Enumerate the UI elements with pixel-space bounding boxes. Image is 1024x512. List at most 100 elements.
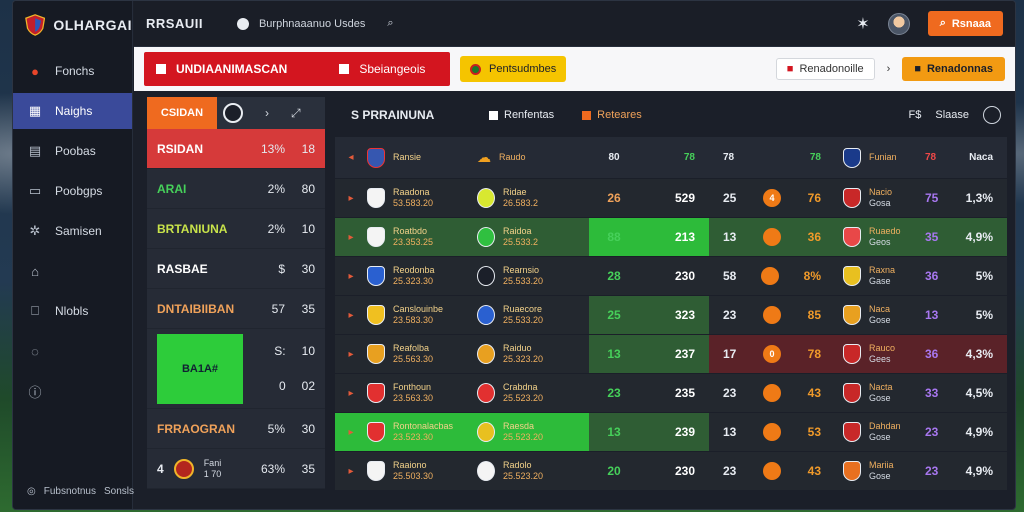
sidebar-item[interactable]: ⎕ Nlobls bbox=[13, 293, 132, 329]
fixture-row[interactable]: ▸ Reodonba 25.323.30 Rearnsio 25.533.20 28 230… bbox=[335, 257, 1007, 296]
sidebar-item-label: Fonchs bbox=[55, 64, 95, 78]
score-a: 20 bbox=[607, 464, 621, 478]
expand-icon[interactable]: ⤢ bbox=[291, 105, 301, 120]
mid-value: 23 bbox=[723, 308, 737, 322]
fixture-row[interactable]: ▸ Raaiono 25.503.30 Radolo 25.523.20 20 230 23 4… bbox=[335, 452, 1007, 491]
circle-icon[interactable] bbox=[223, 103, 243, 123]
away-stat-1: 23 bbox=[925, 464, 939, 478]
sidebar-item[interactable]: ▭ Poobgps bbox=[13, 173, 132, 209]
ranking-row[interactable]: RASBAE $30 bbox=[147, 249, 325, 289]
banner-orange-button[interactable]: ■ Renadonnas bbox=[902, 57, 1005, 81]
ranking-row-featured[interactable]: BA1A# S: 10 0 02 bbox=[147, 329, 325, 409]
crest-icon bbox=[477, 188, 495, 208]
team-value: 80 bbox=[301, 181, 315, 196]
footer-left-link[interactable]: Fubsnotnus bbox=[43, 486, 96, 497]
away-title: Nacta bbox=[869, 382, 893, 392]
away-title: Mariia bbox=[869, 460, 894, 470]
fixtures-title: S PRRAINUNA bbox=[351, 108, 435, 122]
ranking-row[interactable]: 4 Fani 1 70 63% 35 bbox=[147, 449, 325, 489]
away-block: Rauco Gees bbox=[835, 335, 917, 373]
fixture-row[interactable]: ▸ Fonthoun 23.563.30 Crabdna 25.523.20 23 235 2… bbox=[335, 374, 1007, 413]
home-team: Reodonba 25.323.30 bbox=[367, 257, 477, 295]
away-title: Nacio bbox=[869, 187, 893, 197]
banner-red-block[interactable]: UNDIAANIMASCAN Sbeiangeois bbox=[144, 52, 450, 86]
ranking-row[interactable]: DNTAIBIIBAN 57 35 bbox=[147, 289, 325, 329]
away-stats: 35 4,9% bbox=[917, 218, 1007, 256]
chevron-right-icon[interactable]: › bbox=[265, 106, 269, 120]
cloud-icon: ☁ bbox=[477, 149, 491, 165]
badge-icon bbox=[470, 63, 481, 75]
away-name: Ruaedo Geos bbox=[869, 226, 901, 248]
match-mid: 23 85 bbox=[709, 296, 835, 334]
fixture-row[interactable]: ▸ Raadona 53.583.20 Ridae 26.583.2 26 529 25 4 76… bbox=[335, 179, 1007, 218]
team-value: 35 bbox=[301, 301, 315, 316]
sidebar-item[interactable]: ◌ bbox=[13, 333, 132, 369]
ranking-row[interactable]: ARAI 2% 80 bbox=[147, 169, 325, 209]
sidebar-item[interactable]: ⌂ bbox=[13, 253, 132, 289]
star-icon[interactable]: ✶ bbox=[856, 15, 870, 33]
sidebar-item-label: Poobgps bbox=[55, 184, 103, 198]
top-action-button[interactable]: ⌕ Rsnaaa bbox=[927, 11, 1003, 36]
score-b: 235 bbox=[674, 386, 695, 400]
filter-label[interactable]: F$ bbox=[908, 109, 922, 121]
away-block: Nacio Gosa bbox=[835, 179, 917, 217]
ranking-row[interactable]: BRTANIUNA 2% 10 bbox=[147, 209, 325, 249]
team-name: FRRAOGRAN bbox=[157, 421, 235, 436]
fixtures-header: S PRRAINUNA Renfentas Reteares F$ Slaase bbox=[335, 93, 1007, 137]
team-sub: Fani 1 70 bbox=[204, 458, 222, 480]
home-title: Rontonalacbas bbox=[393, 421, 454, 431]
sidebar-item[interactable]: ⓘ bbox=[13, 373, 132, 409]
team-value: 30 bbox=[301, 421, 315, 436]
sidebar-item[interactable]: ▦ Naighs bbox=[13, 93, 132, 129]
home-name: Roatbdo 23.353.25 bbox=[393, 226, 433, 248]
sidebar-item[interactable]: ▤ Poobas bbox=[13, 133, 132, 169]
tab-reteares[interactable]: Reteares bbox=[582, 109, 642, 121]
arrow-icon: ▸ bbox=[348, 231, 354, 243]
vs-title: Radolo bbox=[503, 460, 532, 470]
away-stat-1: 36 bbox=[925, 347, 939, 361]
featured-tile[interactable]: BA1A# bbox=[157, 333, 243, 404]
away-sub: Geos bbox=[869, 237, 891, 247]
avatar[interactable] bbox=[887, 12, 910, 35]
featured-value-row: S: 10 bbox=[249, 344, 315, 358]
home-sub: 25.563.30 bbox=[393, 354, 434, 364]
grid-icon: ▦ bbox=[28, 103, 42, 118]
tab-ranking[interactable]: CSIDAN bbox=[147, 97, 217, 129]
user-icon: ◎ bbox=[27, 486, 36, 497]
match-mid: 23 43 bbox=[709, 374, 835, 412]
sidebar-item[interactable]: ● Fonchs bbox=[13, 53, 132, 89]
fixture-row[interactable]: ▸ Rontonalacbas 23.523.30 Raesda 25.523.20 13… bbox=[335, 413, 1007, 452]
sidebar-item-label: Samisen bbox=[55, 224, 102, 238]
col-mid1: 78 bbox=[723, 152, 735, 163]
status-label[interactable]: Slaase bbox=[935, 109, 969, 121]
fixture-row[interactable]: ▸ Roatbdo 23.353.25 Raidoa 25.533.2 88 213 13 36… bbox=[335, 218, 1007, 257]
away-stats: 13 5% bbox=[917, 296, 1007, 334]
ball-icon: 4 bbox=[763, 189, 781, 207]
away-stats: 36 4,3% bbox=[917, 335, 1007, 373]
home-title: Fonthoun bbox=[393, 382, 432, 392]
fixtures-column-header: ◂ Ransie ☁ Raudo 80 78 78 78 Funian 78 N… bbox=[335, 137, 1007, 179]
away-name: Mariia Gose bbox=[869, 460, 894, 482]
refresh-icon[interactable] bbox=[983, 106, 1001, 124]
banner-pill-button[interactable]: ■ Renadonoille bbox=[775, 58, 875, 80]
footer-right-link[interactable]: Sonsls bbox=[104, 486, 135, 497]
vs-name: Raidoa 25.533.2 bbox=[503, 226, 538, 248]
search-icon[interactable]: ⌕ bbox=[387, 17, 394, 29]
team-cell: 4 Fani 1 70 bbox=[157, 458, 251, 480]
ranking-row[interactable]: FRRAOGRAN 5% 30 bbox=[147, 409, 325, 449]
chevron-right-icon[interactable]: › bbox=[886, 63, 891, 75]
fixture-row[interactable]: ▸ Canslouinbe 23.583.30 Ruaecore 25.533.20 25… bbox=[335, 296, 1007, 335]
fixture-row[interactable]: ▸ Reafolba 25.563.30 Raiduo 25.323.20 13 237 17… bbox=[335, 335, 1007, 374]
mid-value: 58 bbox=[723, 269, 737, 283]
tab-renfentas[interactable]: Renfentas bbox=[489, 109, 554, 121]
crest-icon bbox=[477, 305, 495, 325]
banner-yellow-button[interactable]: Pentsudmbes bbox=[460, 56, 567, 82]
sidebar-item[interactable]: ✲ Samisen bbox=[13, 213, 132, 249]
away-stat-1: 13 bbox=[925, 308, 939, 322]
team-name: RSIDAN bbox=[157, 141, 204, 156]
score-a: 13 bbox=[589, 335, 639, 373]
search-area[interactable]: Burphnaaanuo Usdes ⌕ bbox=[236, 17, 394, 30]
team-pct: 63% bbox=[260, 461, 285, 476]
ranking-row[interactable]: RSIDAN 13% 18 bbox=[147, 129, 325, 169]
away-block: Nacta Gose bbox=[835, 374, 917, 412]
